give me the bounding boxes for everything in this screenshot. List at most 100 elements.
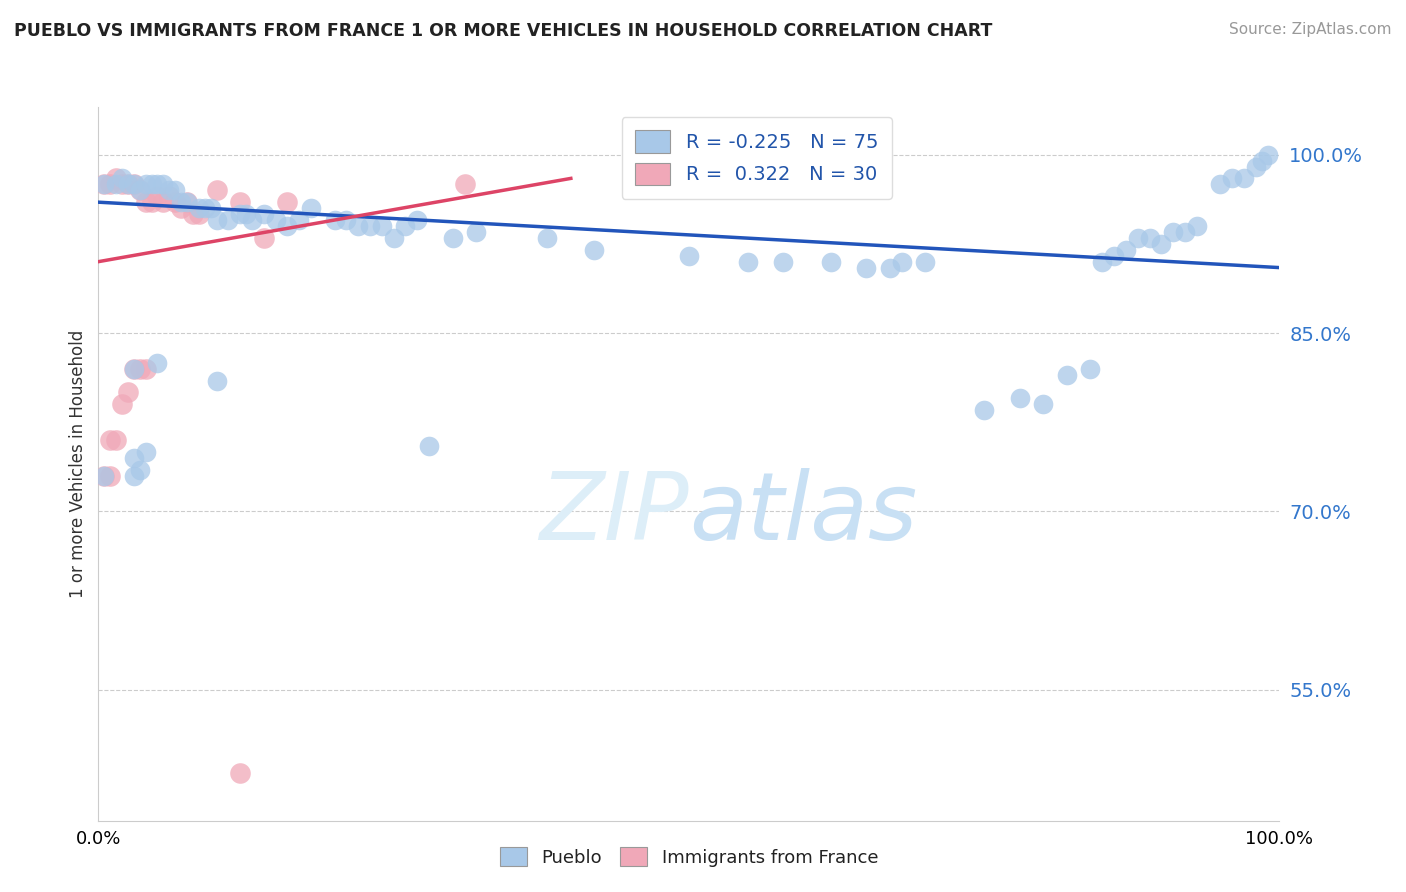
Point — [152, 195, 174, 210]
Point — [1250, 153, 1272, 168]
Point — [1080, 361, 1102, 376]
Point — [117, 178, 139, 192]
Point — [253, 207, 276, 221]
Point — [276, 195, 298, 210]
Point — [157, 183, 180, 197]
Point — [205, 374, 228, 388]
Point — [229, 207, 252, 221]
Point — [157, 189, 180, 203]
Point — [382, 231, 405, 245]
Point — [217, 213, 239, 227]
Point — [98, 178, 121, 192]
Point — [371, 219, 394, 233]
Point — [855, 260, 877, 275]
Point — [418, 439, 440, 453]
Point — [1209, 178, 1232, 192]
Point — [1102, 249, 1125, 263]
Point — [240, 213, 263, 227]
Point — [111, 397, 134, 411]
Point — [122, 468, 145, 483]
Point — [253, 231, 276, 245]
Point — [111, 178, 134, 192]
Point — [1126, 231, 1149, 245]
Point — [170, 195, 193, 210]
Point — [1008, 392, 1031, 406]
Point — [205, 213, 228, 227]
Point — [1139, 231, 1161, 245]
Point — [146, 189, 169, 203]
Text: PUEBLO VS IMMIGRANTS FROM FRANCE 1 OR MORE VEHICLES IN HOUSEHOLD CORRELATION CHA: PUEBLO VS IMMIGRANTS FROM FRANCE 1 OR MO… — [14, 22, 993, 40]
Point — [141, 178, 163, 192]
Y-axis label: 1 or more Vehicles in Household: 1 or more Vehicles in Household — [69, 330, 87, 598]
Point — [235, 207, 257, 221]
Point — [122, 450, 145, 465]
Point — [135, 178, 157, 192]
Point — [583, 243, 606, 257]
Point — [229, 766, 252, 780]
Point — [1056, 368, 1078, 382]
Point — [122, 361, 145, 376]
Point — [187, 207, 209, 221]
Point — [772, 254, 794, 268]
Point — [135, 195, 157, 210]
Point — [1220, 171, 1243, 186]
Point — [1091, 254, 1114, 268]
Point — [146, 178, 169, 192]
Point — [170, 201, 193, 215]
Point — [1185, 219, 1208, 233]
Point — [122, 178, 145, 192]
Point — [678, 249, 700, 263]
Point — [122, 361, 145, 376]
Point — [176, 195, 198, 210]
Point — [135, 445, 157, 459]
Legend: Pueblo, Immigrants from France: Pueblo, Immigrants from France — [491, 838, 887, 876]
Text: ZIP: ZIP — [540, 468, 689, 559]
Point — [176, 195, 198, 210]
Point — [93, 178, 115, 192]
Point — [128, 183, 150, 197]
Point — [299, 201, 322, 215]
Point — [135, 361, 157, 376]
Point — [181, 207, 204, 221]
Point — [737, 254, 759, 268]
Point — [820, 254, 842, 268]
Point — [146, 356, 169, 370]
Point — [165, 183, 187, 197]
Point — [93, 468, 115, 483]
Point — [152, 178, 174, 192]
Text: atlas: atlas — [689, 468, 917, 559]
Point — [394, 219, 416, 233]
Point — [194, 201, 217, 215]
Point — [1161, 225, 1184, 239]
Point — [1032, 397, 1054, 411]
Point — [229, 195, 252, 210]
Point — [406, 213, 429, 227]
Point — [1115, 243, 1137, 257]
Point — [914, 254, 936, 268]
Point — [465, 225, 488, 239]
Point — [128, 361, 150, 376]
Point — [890, 254, 912, 268]
Point — [453, 178, 475, 192]
Point — [105, 178, 128, 192]
Point — [128, 183, 150, 197]
Point — [441, 231, 464, 245]
Point — [359, 219, 381, 233]
Point — [323, 213, 346, 227]
Point — [98, 468, 121, 483]
Point — [1244, 160, 1267, 174]
Point — [1233, 171, 1256, 186]
Point — [335, 213, 357, 227]
Point — [122, 178, 145, 192]
Point — [347, 219, 370, 233]
Text: Source: ZipAtlas.com: Source: ZipAtlas.com — [1229, 22, 1392, 37]
Point — [276, 219, 298, 233]
Point — [200, 201, 222, 215]
Point — [264, 213, 287, 227]
Point — [1150, 236, 1173, 251]
Point — [973, 403, 995, 417]
Point — [1257, 147, 1279, 161]
Point — [536, 231, 558, 245]
Point — [288, 213, 311, 227]
Point — [105, 171, 128, 186]
